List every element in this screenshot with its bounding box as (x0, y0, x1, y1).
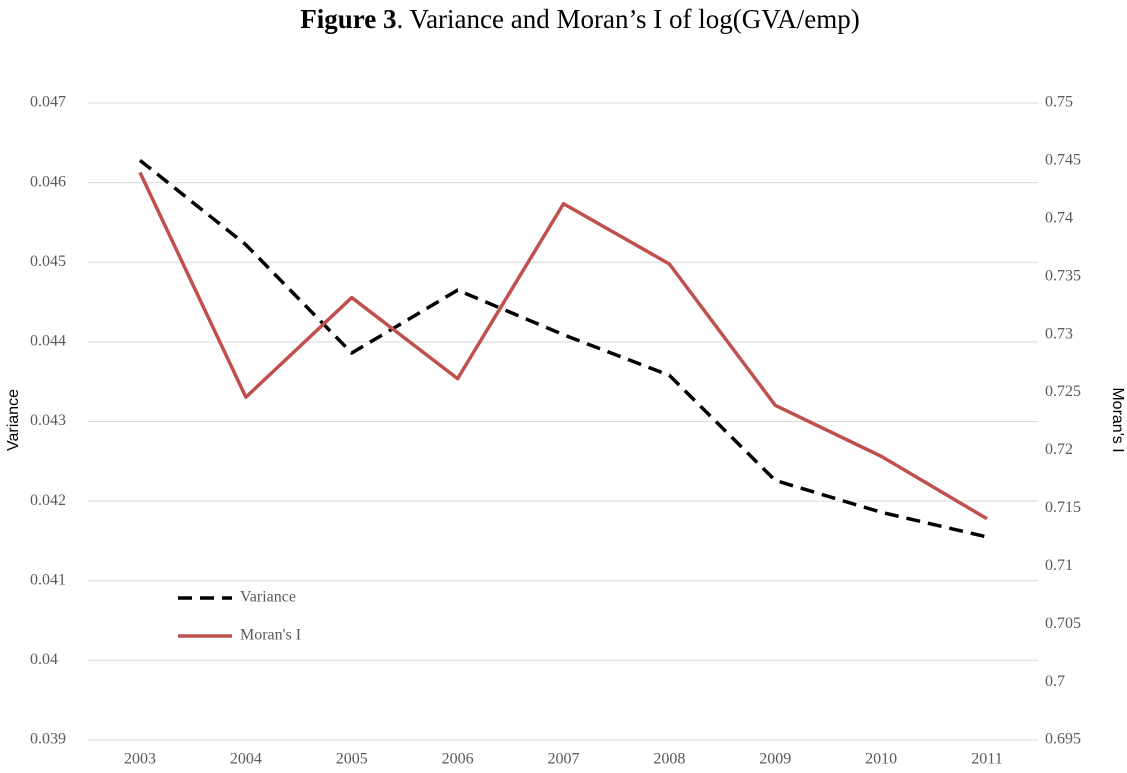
y2-tick-label: 0.725 (1045, 383, 1081, 400)
y-tick-label: 0.041 (30, 571, 66, 588)
chart-title: Figure 3. Variance and Moran’s I of log(… (300, 4, 859, 34)
y2-tick-label: 0.73 (1045, 325, 1073, 342)
y-axis-label: Variance (5, 389, 22, 451)
legend-label: Variance (240, 589, 296, 606)
y-tick-label: 0.042 (30, 492, 66, 509)
y2-tick-label: 0.75 (1045, 94, 1073, 111)
x-tick-label: 2009 (759, 751, 791, 768)
y2-tick-label: 0.72 (1045, 441, 1073, 458)
x-tick-label: 2005 (336, 751, 368, 768)
y-tick-label: 0.047 (30, 94, 66, 111)
x-tick-label: 2010 (865, 751, 897, 768)
y-tick-label: 0.043 (30, 412, 66, 429)
y-tick-label: 0.045 (30, 253, 66, 270)
y-tick-label: 0.039 (30, 731, 66, 748)
x-tick-label: 2004 (230, 751, 262, 768)
y2-axis-label: Moran's I (1109, 387, 1126, 452)
y2-tick-label: 0.71 (1045, 557, 1073, 574)
y-tick-label: 0.046 (30, 173, 66, 190)
x-tick-label: 2003 (124, 751, 156, 768)
y2-tick-label: 0.715 (1045, 499, 1081, 516)
y-tick-label: 0.04 (30, 651, 58, 668)
legend-label: Moran's I (240, 627, 301, 644)
series-line (138, 158, 988, 539)
y2-tick-label: 0.745 (1045, 152, 1081, 169)
y2-tick-label: 0.7 (1045, 673, 1065, 690)
y2-tick-label: 0.735 (1045, 267, 1081, 284)
y2-tick-label: 0.74 (1045, 209, 1073, 226)
y2-tick-label: 0.705 (1045, 615, 1081, 632)
title-text: . Variance and Moran’s I of log(GVA/emp) (397, 4, 860, 34)
x-tick-label: 2007 (548, 751, 580, 768)
x-tick-label: 2011 (971, 751, 1002, 768)
y-tick-label: 0.044 (30, 333, 66, 350)
y2-tick-label: 0.695 (1045, 731, 1081, 748)
x-tick-label: 2008 (653, 751, 685, 768)
series-line (138, 171, 988, 521)
figure-label: Figure 3 (300, 4, 396, 34)
x-tick-label: 2006 (442, 751, 474, 768)
